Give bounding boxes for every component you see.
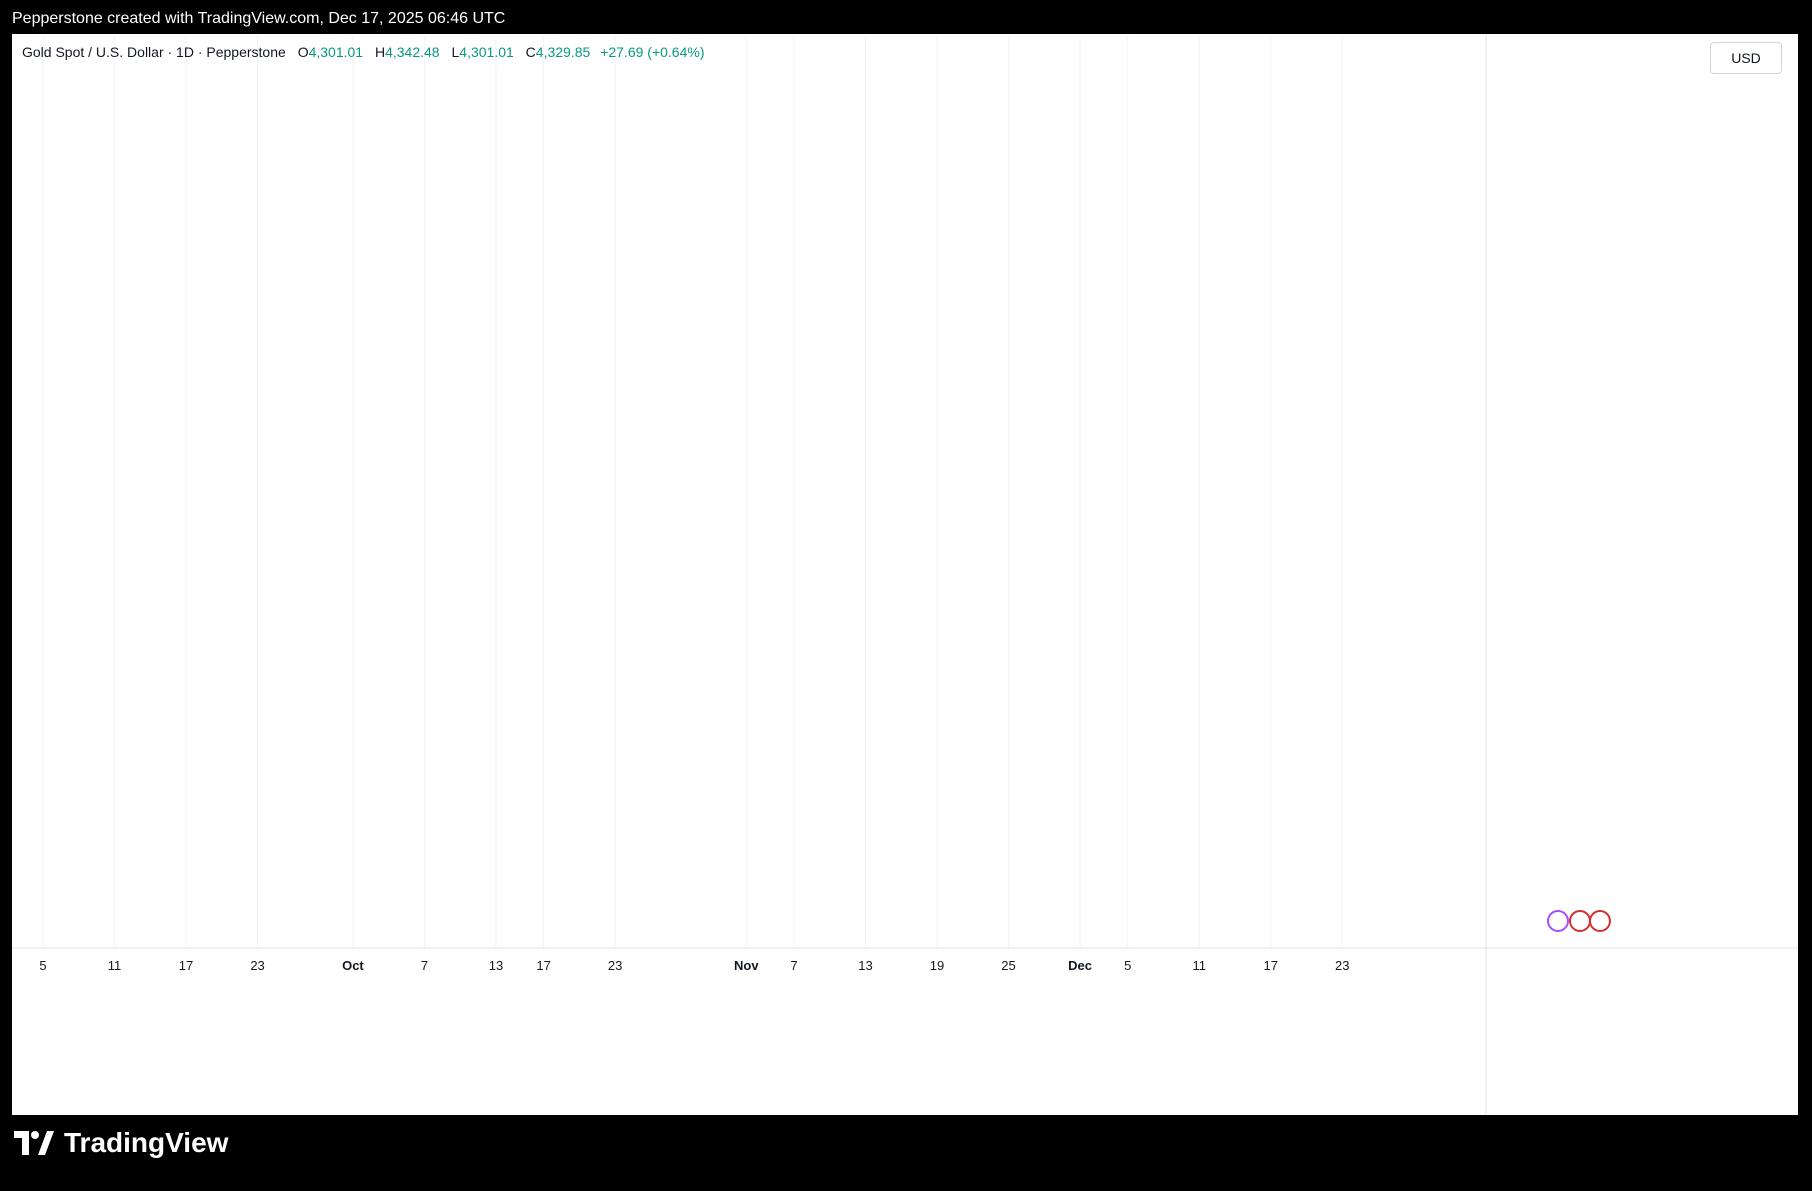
- x-tick-label: 17: [536, 958, 550, 973]
- chart-caption: Pepperstone created with TradingView.com…: [0, 0, 1812, 34]
- x-tick-label: 13: [489, 958, 503, 973]
- tradingview-logo-icon: [14, 1131, 54, 1155]
- tradingview-brand: TradingView: [64, 1127, 229, 1158]
- chart-panel[interactable]: 3,400.003,450.003,500.003,550.003,600.00…: [12, 34, 1798, 1115]
- event-icon-lightning[interactable]: [1547, 910, 1569, 932]
- x-tick-label: 23: [250, 958, 264, 973]
- high-label: H: [374, 44, 386, 60]
- symbol-title: Gold Spot / U.S. Dollar · 1D · Peppersto…: [22, 44, 286, 60]
- x-tick-label: 5: [1124, 958, 1131, 973]
- x-tick-label: 11: [1192, 958, 1206, 973]
- x-tick-label: Nov: [734, 958, 759, 973]
- x-tick-label: 13: [858, 958, 872, 973]
- x-tick-label: 23: [608, 958, 622, 973]
- change-value: +27.69 (+0.64%): [600, 44, 705, 60]
- symbol-legend: Gold Spot / U.S. Dollar · 1D · Peppersto…: [22, 44, 704, 60]
- x-tick-label: 17: [179, 958, 193, 973]
- currency-selector[interactable]: USD: [1710, 42, 1782, 74]
- event-icon-us-flag[interactable]: [1589, 910, 1611, 932]
- close-label: C: [525, 44, 536, 60]
- x-tick-label: 19: [930, 958, 944, 973]
- x-tick-label: 7: [421, 958, 428, 973]
- x-tick-label: Dec: [1068, 958, 1092, 973]
- low-label: L: [451, 44, 460, 60]
- footer-bar: [0, 1115, 1812, 1191]
- price-chart[interactable]: 3,400.003,450.003,500.003,550.003,600.00…: [12, 34, 1798, 1115]
- x-tick-label: Oct: [342, 958, 364, 973]
- open-value: 4,301.01: [308, 44, 364, 60]
- x-tick-label: 23: [1335, 958, 1349, 973]
- x-tick-label: 25: [1001, 958, 1015, 973]
- x-tick-label: 11: [108, 958, 122, 973]
- x-tick-label: 17: [1264, 958, 1278, 973]
- close-value: 4,329.85: [535, 44, 591, 60]
- x-tick-label: 5: [39, 958, 46, 973]
- tradingview-logo[interactable]: TradingView: [14, 1127, 228, 1159]
- x-tick-label: 7: [790, 958, 797, 973]
- low-value: 4,301.01: [459, 44, 514, 60]
- event-icon-us-flag[interactable]: [1569, 910, 1591, 932]
- high-value: 4,342.48: [385, 44, 440, 60]
- open-label: O: [297, 44, 309, 60]
